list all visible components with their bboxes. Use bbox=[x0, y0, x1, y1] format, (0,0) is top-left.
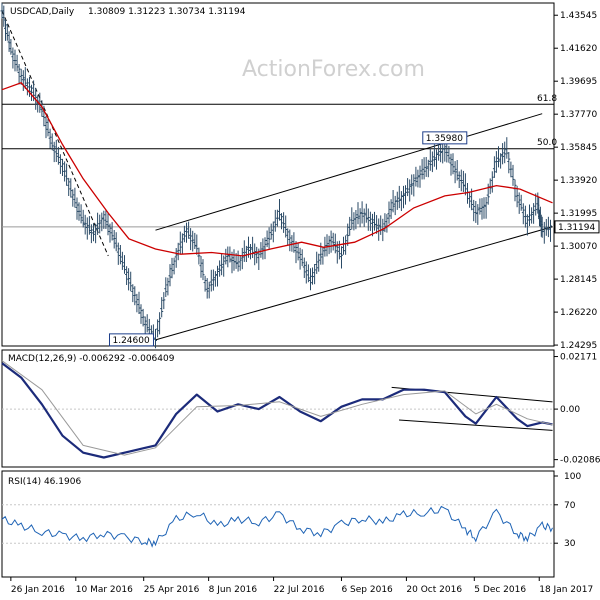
price-y-tick-label: 1.43545 bbox=[560, 11, 597, 21]
price-y-tick-label: 1.24295 bbox=[560, 341, 597, 351]
channel-upper-line bbox=[155, 113, 543, 231]
price-lines: 1.31194 bbox=[1, 10, 600, 341]
price-series bbox=[0, 3, 553, 349]
macd-panel-frame bbox=[1, 349, 555, 468]
macd-signal-line bbox=[1, 360, 553, 456]
x-tick-label: 22 Jul 2016 bbox=[274, 585, 325, 595]
x-tick-label: 8 Jun 2016 bbox=[209, 585, 258, 595]
price-annotation-label: 1.35980 bbox=[426, 134, 463, 144]
price-y-tick-label: 1.37770 bbox=[560, 110, 597, 120]
x-tick-label: 25 Apr 2016 bbox=[144, 585, 200, 595]
watermark: ActionForex.com bbox=[242, 57, 425, 82]
macd-panel: 0.02171 0.00 -0.020868 bbox=[1, 353, 600, 466]
current-price-box bbox=[554, 220, 600, 234]
macd-y-tick-label: 0.00 bbox=[560, 405, 580, 415]
price-y-tick-label: 1.41620 bbox=[560, 44, 597, 54]
macd-y-tick-label: 0.02171 bbox=[560, 353, 597, 363]
moving-average-line bbox=[1, 82, 553, 257]
macd-title: MACD(12,26,9) -0.006292 -0.006409 bbox=[8, 354, 175, 364]
price-y-tick-label: 1.33920 bbox=[560, 176, 597, 186]
downtrend-dashed-line bbox=[1, 10, 109, 257]
x-tick-label: 5 Dec 2016 bbox=[474, 585, 526, 595]
price-y-tick-label: 1.28145 bbox=[560, 275, 597, 285]
price-annotation-box bbox=[422, 131, 468, 145]
price-y-tick-label: 1.30070 bbox=[560, 242, 597, 252]
fib-618-label: 61.8 bbox=[537, 94, 557, 104]
symbol-label: USDCAD,Daily bbox=[10, 7, 75, 17]
rsi-y-tick-label: 30 bbox=[564, 539, 576, 549]
price-annotation-label: 1.24600 bbox=[112, 336, 149, 346]
rsi-line bbox=[1, 505, 553, 548]
price-panel-frame bbox=[1, 2, 555, 347]
rsi-y-tick-label: 100 bbox=[564, 472, 581, 482]
x-tick-label: 10 Mar 2016 bbox=[76, 585, 133, 595]
rsi-y-tick-label: 70 bbox=[564, 501, 576, 511]
x-tick-label: 26 Jan 2016 bbox=[11, 585, 65, 595]
price-y-tick-label: 1.26220 bbox=[560, 308, 597, 318]
macd-line bbox=[1, 362, 553, 459]
price-annotations: 1.24600 1.35980 bbox=[108, 131, 468, 347]
x-axis: 26 Jan 2016 10 Mar 2016 25 Apr 2016 8 Jun 2… bbox=[10, 577, 593, 595]
x-tick-label: 20 Oct 2016 bbox=[406, 585, 462, 595]
channel-lower-line bbox=[155, 226, 553, 341]
price-axis: 1.43545 1.41620 1.39695 1.37770 1.35845 1.339… bbox=[554, 11, 597, 351]
price-annotation-box bbox=[108, 333, 154, 347]
macd-y-tick-label: -0.020868 bbox=[560, 456, 600, 466]
macd-channel-line bbox=[398, 419, 553, 431]
rsi-panel-frame bbox=[1, 470, 555, 578]
rsi-title: RSI(14) 46.1906 bbox=[8, 477, 81, 487]
current-price-label: 1.31194 bbox=[558, 223, 595, 233]
price-y-tick-label: 1.39695 bbox=[560, 77, 597, 87]
ohlc-label: 1.30809 1.31223 1.30734 1.31194 bbox=[88, 7, 246, 17]
price-y-tick-label: 1.35845 bbox=[560, 143, 597, 153]
price-y-tick-label: 1.31995 bbox=[560, 209, 597, 219]
fib-500-label: 50.0 bbox=[537, 138, 557, 148]
x-tick-label: 6 Sep 2016 bbox=[341, 585, 393, 595]
rsi-panel: 100 70 30 bbox=[1, 472, 581, 549]
x-tick-label: 18 Jan 2017 bbox=[539, 585, 593, 595]
